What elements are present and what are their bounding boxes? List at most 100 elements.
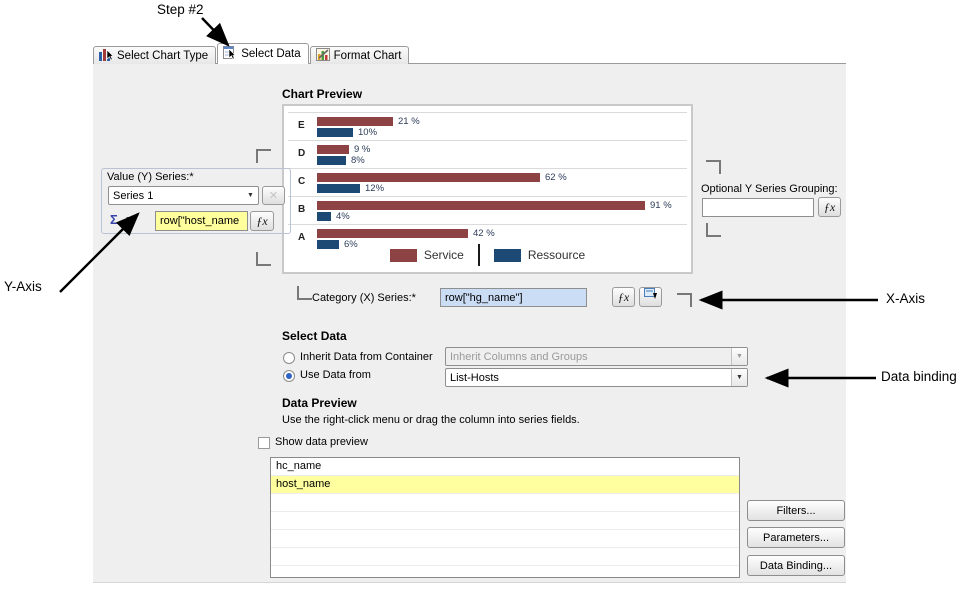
drop-bracket-grouping-bottom: [706, 223, 721, 237]
bar-service: [317, 172, 540, 182]
bar-area: 21 % 10%: [317, 116, 687, 138]
chart-category-row: B 91 % 4%: [288, 196, 687, 224]
data-binding-button[interactable]: Data Binding...: [747, 555, 845, 576]
column-row-hc_name[interactable]: hc_name: [271, 458, 739, 476]
grouping-fx-button[interactable]: ƒx: [818, 197, 841, 217]
chevron-down-icon: ▼: [124, 216, 132, 223]
data-preview-heading: Data Preview: [282, 396, 357, 410]
column-row-host_name[interactable]: host_name: [271, 476, 739, 494]
tab-label: Select Chart Type: [117, 49, 209, 62]
wizard-tab-bar: Select Chart Type Select Data: [93, 43, 410, 64]
legend-label: Service: [423, 248, 464, 262]
tab-label: Format Chart: [333, 49, 402, 62]
x-series-fx-button[interactable]: ƒx: [612, 287, 635, 307]
bar-service: [317, 116, 393, 126]
empty-row[interactable]: [271, 530, 739, 548]
remove-series-button[interactable]: ✕: [262, 186, 285, 205]
inherit-columns-combo: Inherit Columns and Groups ▼: [445, 347, 748, 366]
optional-grouping-input[interactable]: [702, 198, 814, 217]
bar-group: 12%: [317, 182, 687, 194]
legend-swatch: [493, 248, 521, 262]
legend-divider: [477, 244, 480, 266]
chevron-down-icon: ▼: [736, 374, 743, 381]
bar-group: 9 %: [317, 144, 687, 155]
x-series-expression-input[interactable]: row["hg_name"]: [440, 288, 587, 307]
bar-group: 42 %: [317, 227, 687, 239]
drop-bracket-x-right: [677, 293, 692, 307]
annotation-y-axis: Y-Axis: [4, 279, 42, 294]
chart-category-row: D 9 % 8%: [288, 140, 687, 168]
y-series-expression-input[interactable]: row["host_name: [155, 211, 248, 231]
fx-icon: ƒx: [823, 199, 836, 214]
legend-label: Ressource: [527, 248, 586, 262]
bar-ressource: [317, 155, 346, 165]
bar-service: [317, 228, 468, 238]
tab-label: Select Data: [241, 48, 301, 60]
bar-value-label: 62 %: [545, 171, 567, 183]
chart-preview: E 21 % 10% D 9 % 8% C 62 % 12% B 91 % 4% A 42 % 6% Ser…: [282, 104, 693, 274]
select-data-page: Chart Preview E 21 % 10% D 9 % 8% C 62 % 12% B 91 …: [93, 63, 846, 583]
bar-area: 9 % 8%: [317, 144, 687, 166]
empty-row[interactable]: [271, 512, 739, 530]
x-series-grouping-button[interactable]: [639, 287, 662, 307]
bar-group: 6%: [317, 238, 687, 250]
y-series-fx-button[interactable]: ƒx: [250, 211, 274, 231]
bar-area: 42 % 6%: [317, 228, 687, 250]
use-data-from-radio-label[interactable]: Use Data from: [300, 369, 371, 381]
aggregation-button[interactable]: Σ ▼: [110, 212, 132, 227]
filters-button[interactable]: Filters...: [747, 500, 845, 521]
chevron-down-icon: ▼: [247, 192, 254, 199]
category-axis-label: E: [298, 120, 305, 131]
data-preview-table[interactable]: hc_name host_name: [270, 457, 740, 578]
bar-area: 91 % 4%: [317, 200, 687, 222]
bar-value-label: 12%: [365, 182, 385, 194]
bar-value-label: 21 %: [398, 115, 420, 127]
x-series-expression-value: row["hg_name"]: [445, 291, 523, 304]
category-axis-label: D: [298, 148, 306, 159]
bar-group: 8%: [317, 154, 687, 166]
parameters-button[interactable]: Parameters...: [747, 527, 845, 548]
bar-group: 91 %: [317, 200, 687, 211]
bar-ressource: [317, 211, 331, 221]
tab-format-chart[interactable]: Format Chart: [309, 46, 410, 64]
bar-area: 62 % 12%: [317, 172, 687, 194]
empty-row[interactable]: [271, 566, 739, 577]
bar-group: 4%: [317, 211, 687, 222]
chevron-down-icon: ▼: [736, 353, 743, 360]
fx-icon: ƒx: [256, 213, 268, 228]
y-series-label: Value (Y) Series:*: [107, 171, 194, 183]
select-data-heading: Select Data: [282, 329, 347, 343]
tab-select-data[interactable]: Select Data: [217, 43, 309, 64]
show-data-preview-label[interactable]: Show data preview: [275, 436, 368, 448]
use-data-from-radio[interactable]: [283, 370, 295, 382]
bar-value-label: 8%: [351, 154, 365, 166]
empty-row[interactable]: [271, 548, 739, 566]
empty-row[interactable]: [271, 494, 739, 512]
y-series-combo[interactable]: Series 1 ▼: [108, 186, 259, 205]
bar-group: 10%: [317, 127, 687, 138]
bar-value-label: 42 %: [473, 227, 495, 239]
y-series-combo-value: Series 1: [113, 189, 154, 202]
data-set-combo[interactable]: List-Hosts ▼: [445, 368, 748, 387]
drop-bracket-x-left: [297, 286, 312, 300]
chart-category-row: A 42 % 6%: [288, 224, 687, 252]
sigma-icon: Σ: [110, 212, 118, 227]
legend-item: Service: [389, 248, 464, 262]
tab-select-chart-type[interactable]: Select Chart Type: [93, 46, 217, 64]
legend-swatch: [389, 248, 417, 262]
close-icon: ✕: [268, 190, 279, 202]
bar-value-label: 6%: [344, 238, 358, 250]
bar-service: [317, 200, 645, 210]
chart-category-row: C 62 % 12%: [288, 168, 687, 196]
inherit-data-radio-label[interactable]: Inherit Data from Container: [300, 351, 433, 363]
show-data-preview-checkbox[interactable]: [258, 437, 270, 449]
bar-ressource: [317, 239, 339, 249]
legend-item: Ressource: [493, 248, 586, 262]
annotation-data-binding: Data binding: [881, 369, 957, 384]
category-axis-label: C: [298, 176, 306, 187]
y-series-expression-value: row["host_name: [160, 215, 240, 227]
fx-icon: ƒx: [617, 289, 630, 304]
inherit-data-radio[interactable]: [283, 352, 295, 364]
inherit-columns-combo-value: Inherit Columns and Groups: [450, 350, 588, 363]
